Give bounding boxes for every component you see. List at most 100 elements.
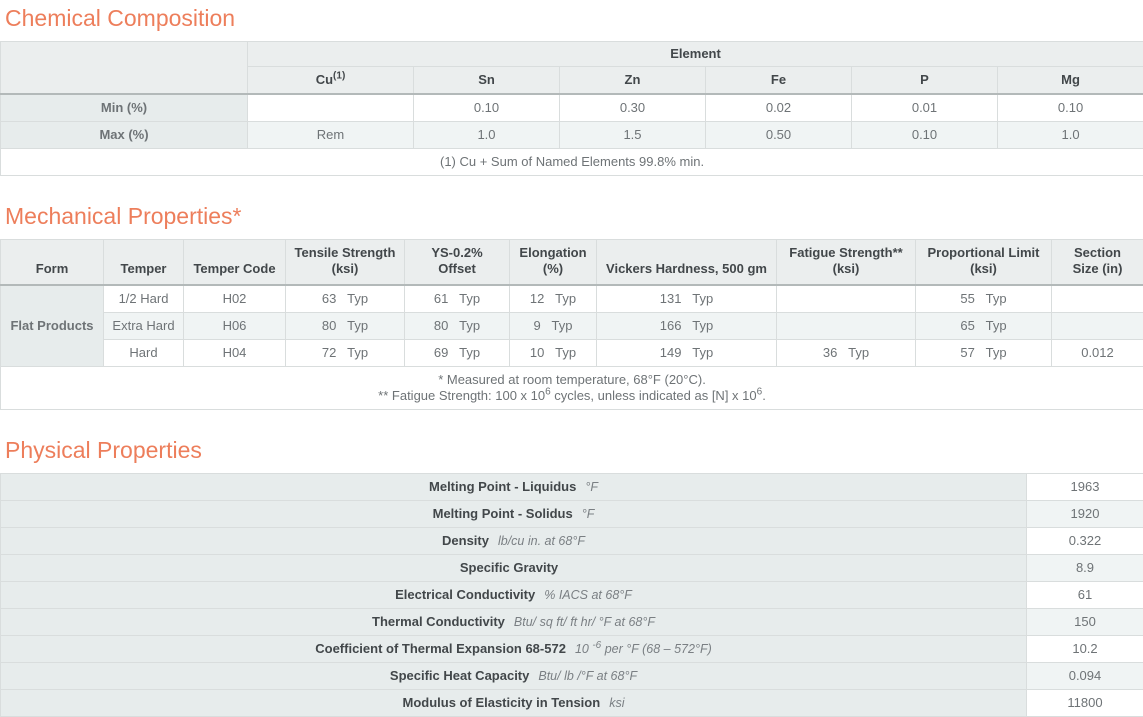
mech-prop-limit: 57 Typ [916,340,1052,367]
mech-ys: 80 Typ [405,313,510,340]
phys-row-specific-gravity: Specific Gravity 8.9 [1,555,1143,582]
chem-row-min: Min (%) 0.10 0.30 0.02 0.01 0.10 [1,94,1143,122]
phys-prop-name: Specific Gravity [460,560,558,575]
phys-label: Electrical Conductivity % IACS at 68°F [1,582,1027,609]
mech-ys: 69 Typ [405,340,510,367]
chem-col-header-p: P [852,67,998,95]
mech-temper-code: H06 [184,313,286,340]
phys-prop-name: Melting Point - Solidus [433,506,573,521]
mech-col-header-vickers-hardness: Vickers Hardness, 500 gm [597,240,777,286]
mech-footnote-fatigue: ** Fatigue Strength: 100 x 106 cycles, u… [9,388,1135,404]
mech-form-group-flat-products: Flat Products [1,285,104,367]
phys-prop-name: Thermal Conductivity [372,614,505,629]
mech-footnote-fatigue-part: cycles, unless indicated as [N] x 10 [551,388,757,403]
chem-min-cu [248,94,414,122]
chem-max-p: 0.10 [852,122,998,149]
phys-row-melting-point-solidus: Melting Point - Solidus °F 1920 [1,501,1143,528]
mech-temper: Extra Hard [104,313,184,340]
mech-footnote-fatigue-part: . [762,388,766,403]
mech-tensile: 63 Typ [286,285,405,313]
mech-fatigue: 36 Typ [777,340,916,367]
chem-max-cu: Rem [248,122,414,149]
phys-label: Melting Point - Solidus °F [1,501,1027,528]
phys-value: 1920 [1027,501,1143,528]
phys-label: Specific Gravity [1,555,1027,582]
mech-footnote-fatigue-part: ** Fatigue Strength: 100 x 10 [378,388,545,403]
mech-prop-limit: 65 Typ [916,313,1052,340]
chem-min-fe: 0.02 [706,94,852,122]
chem-max-zn: 1.5 [560,122,706,149]
mech-col-header-tensile-strength: Tensile Strength (ksi) [286,240,405,286]
mech-col-header-ys-offset: YS-0.2% Offset [405,240,510,286]
mech-section-size [1052,285,1143,313]
mech-col-header-fatigue-strength: Fatigue Strength** (ksi) [777,240,916,286]
mech-col-header-form: Form [1,240,104,286]
mech-footnotes: * Measured at room temperature, 68°F (20… [1,367,1143,410]
mech-row-half-hard: Flat Products 1/2 Hard H02 63 Typ 61 Typ… [1,285,1143,313]
mech-col-header-proportional-limit: Proportional Limit (ksi) [916,240,1052,286]
phys-label: Modulus of Elasticity in Tension ksi [1,690,1027,717]
phys-label: Thermal Conductivity Btu/ sq ft/ ft hr/ °… [1,609,1027,636]
phys-row-specific-heat-capacity: Specific Heat Capacity Btu/ lb /°F at 68°… [1,663,1143,690]
chem-cu-footnote-marker: (1) [333,71,345,82]
chemical-composition-table: Element Cu(1) Sn Zn Fe P Mg Min (%) 0.10… [0,41,1143,176]
mech-prop-limit: 55 Typ [916,285,1052,313]
phys-value: 10.2 [1027,636,1143,663]
chem-row-label-min: Min (%) [1,94,248,122]
mech-temper-code: H02 [184,285,286,313]
phys-unit-part: per °F (68 – 572°F) [601,642,712,656]
phys-prop-unit: % IACS at 68°F [544,588,632,602]
chem-element-group-header: Element [248,42,1143,67]
phys-prop-name: Specific Heat Capacity [390,668,529,683]
mech-vickers: 149 Typ [597,340,777,367]
section-title-mechanical-properties: Mechanical Properties* [5,202,1143,230]
phys-label: Melting Point - Liquidus °F [1,474,1027,501]
phys-prop-name: Melting Point - Liquidus [429,479,576,494]
phys-prop-unit: 10 -6 per °F (68 – 572°F) [575,642,712,656]
mech-fatigue [777,313,916,340]
mech-section-size: 0.012 [1052,340,1143,367]
phys-prop-unit: °F [585,480,598,494]
phys-prop-unit: Btu/ lb /°F at 68°F [538,669,637,683]
chem-row-label-max: Max (%) [1,122,248,149]
chem-max-sn: 1.0 [414,122,560,149]
chem-col-header-zn: Zn [560,67,706,95]
mech-vickers: 166 Typ [597,313,777,340]
phys-row-electrical-conductivity: Electrical Conductivity % IACS at 68°F 61 [1,582,1143,609]
chem-col-header-cu-label: Cu [316,72,333,87]
phys-row-modulus-of-elasticity: Modulus of Elasticity in Tension ksi 1180… [1,690,1143,717]
mech-vickers: 131 Typ [597,285,777,313]
chem-col-header-fe: Fe [706,67,852,95]
phys-unit-sup: -6 [592,640,601,651]
mech-elongation: 9 Typ [510,313,597,340]
mech-elongation: 12 Typ [510,285,597,313]
phys-prop-unit: Btu/ sq ft/ ft hr/ °F at 68°F [514,615,655,629]
phys-prop-name: Electrical Conductivity [395,587,535,602]
phys-prop-name: Density [442,533,489,548]
phys-prop-name: Modulus of Elasticity in Tension [403,695,601,710]
mech-tensile: 72 Typ [286,340,405,367]
mech-col-header-elongation: Elongation (%) [510,240,597,286]
mech-col-header-temper: Temper [104,240,184,286]
mech-row-extra-hard: Extra Hard H06 80 Typ 80 Typ 9 Typ 166 T… [1,313,1143,340]
phys-prop-unit: ksi [609,696,624,710]
phys-value: 1963 [1027,474,1143,501]
phys-value: 11800 [1027,690,1143,717]
phys-value: 8.9 [1027,555,1143,582]
phys-value: 0.322 [1027,528,1143,555]
phys-row-melting-point-liquidus: Melting Point - Liquidus °F 1963 [1,474,1143,501]
phys-prop-unit: °F [582,507,595,521]
phys-value: 150 [1027,609,1143,636]
mech-footnote-temperature: * Measured at room temperature, 68°F (20… [9,372,1135,388]
mech-temper: Hard [104,340,184,367]
mech-col-header-temper-code: Temper Code [184,240,286,286]
chem-col-header-sn: Sn [414,67,560,95]
phys-value: 0.094 [1027,663,1143,690]
phys-value: 61 [1027,582,1143,609]
phys-label: Specific Heat Capacity Btu/ lb /°F at 68°… [1,663,1027,690]
datasheet-page: { "accent_color": "#ed7e5b", "chemical":… [0,4,1143,702]
